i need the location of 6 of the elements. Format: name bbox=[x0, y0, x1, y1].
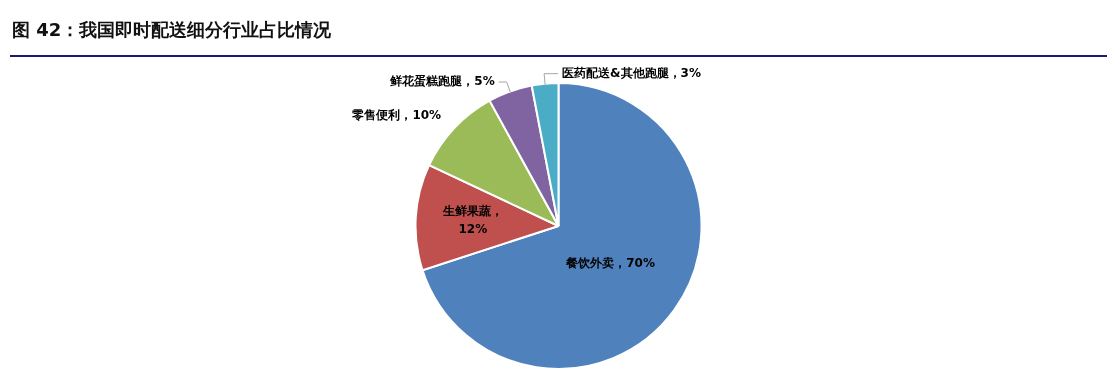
slice-label: 餐饮外卖，70% bbox=[565, 255, 655, 270]
slice-label: 鲜花蛋糕跑腿，5% bbox=[389, 74, 495, 89]
slice-label: 医药配送&其他跑腿，3% bbox=[562, 65, 701, 80]
text: 图 42：我国即时配送细分行业占比情况 bbox=[12, 18, 332, 42]
slice-label: 生鲜果蔬，12% bbox=[441, 203, 503, 236]
slice-label: 零售便利，10% bbox=[351, 107, 442, 122]
